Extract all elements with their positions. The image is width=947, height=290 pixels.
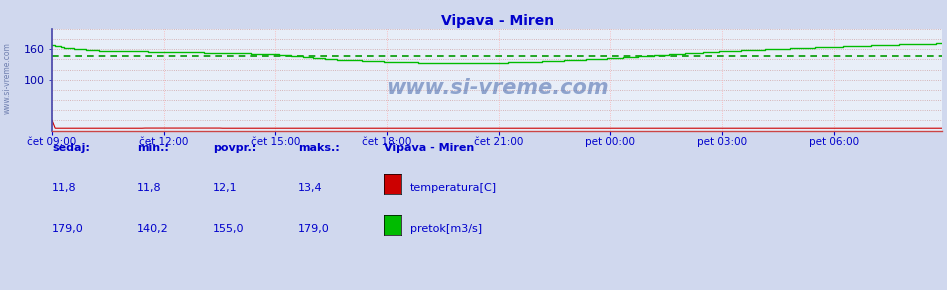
Text: pretok[m3/s]: pretok[m3/s] [410,224,482,234]
Text: www.si-vreme.com: www.si-vreme.com [385,78,609,98]
Text: 11,8: 11,8 [52,183,77,193]
Title: Vipava - Miren: Vipava - Miren [440,14,554,28]
Text: 179,0: 179,0 [298,224,331,234]
Text: maks.:: maks.: [298,143,340,153]
Text: min.:: min.: [137,143,170,153]
Text: 13,4: 13,4 [298,183,323,193]
Text: www.si-vreme.com: www.si-vreme.com [3,42,12,114]
Text: 140,2: 140,2 [137,224,170,234]
Text: temperatura[C]: temperatura[C] [410,183,497,193]
Text: 12,1: 12,1 [213,183,238,193]
Text: povpr.:: povpr.: [213,143,257,153]
Text: 11,8: 11,8 [137,183,162,193]
Text: 179,0: 179,0 [52,224,84,234]
Text: sedaj:: sedaj: [52,143,90,153]
Text: Vipava - Miren: Vipava - Miren [384,143,474,153]
Text: 155,0: 155,0 [213,224,244,234]
